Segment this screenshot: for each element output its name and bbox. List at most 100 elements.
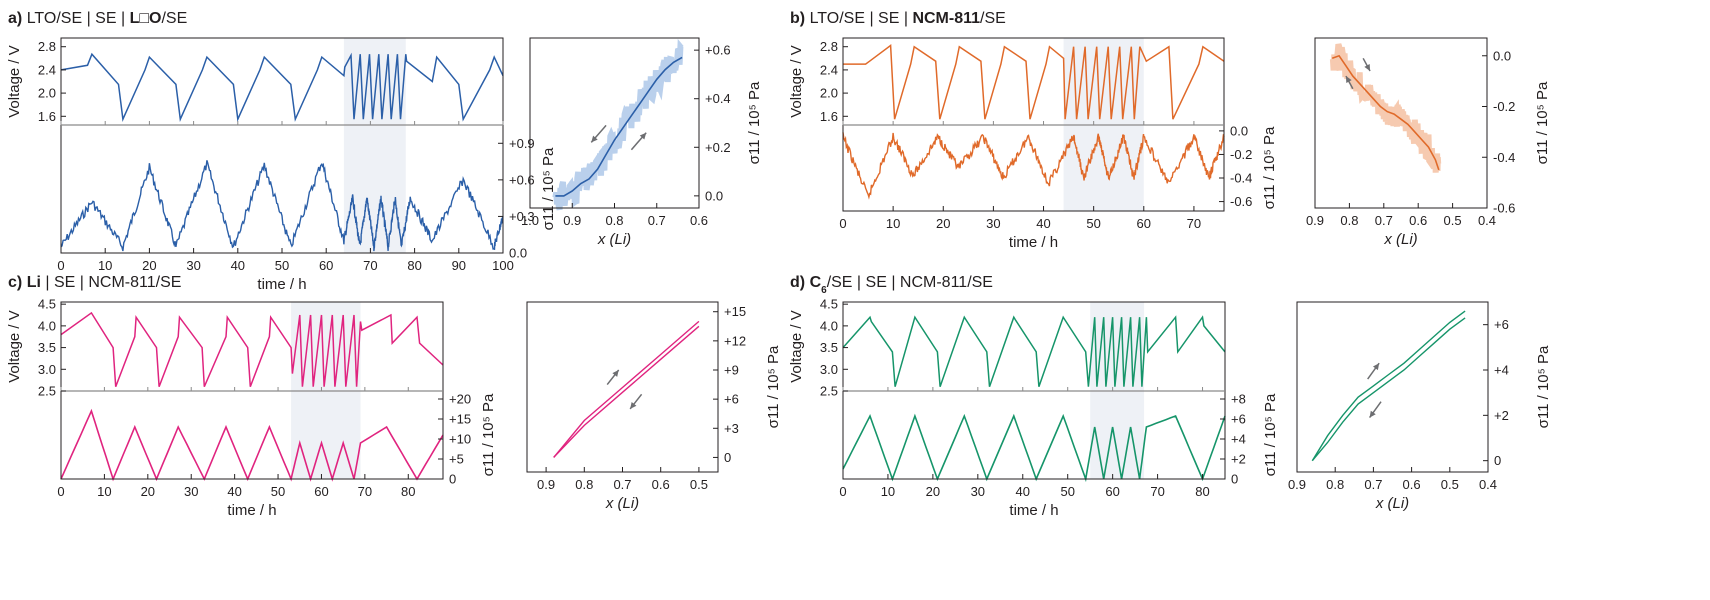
x-tick-label: 0.7 xyxy=(648,213,666,228)
y-tick-label: 4.5 xyxy=(820,297,838,312)
x-tick-label: 0.8 xyxy=(1326,477,1344,492)
y-tick-label: +20 xyxy=(449,392,471,407)
y-tick-label: -0.4 xyxy=(1493,150,1515,165)
x-tick-label: 80 xyxy=(407,258,421,273)
voltage-axis-label: Voltage / V xyxy=(6,310,23,383)
x-tick-label: 20 xyxy=(936,216,950,231)
voltage-series xyxy=(842,315,1226,387)
panel-letter: a) xyxy=(8,10,22,27)
y-tick-label: 1.6 xyxy=(38,109,56,124)
title-part: Li xyxy=(27,274,41,291)
scatter-mean-line xyxy=(555,56,683,197)
y-tick-label: +15 xyxy=(724,304,746,319)
panel-title: a) LTO/SE | SE | L□O/SE xyxy=(8,10,187,27)
x-tick-label: 0.6 xyxy=(652,477,670,492)
x-tick-label: 20 xyxy=(141,484,155,499)
scatter-y-label: σ11 / 10⁵ Pa xyxy=(1534,81,1551,164)
title-part: L xyxy=(130,10,140,27)
y-tick-label: 2.8 xyxy=(38,39,56,54)
x-tick-label: 0.4 xyxy=(1478,213,1496,228)
x-tick-label: 0.6 xyxy=(1403,477,1421,492)
x-tick-label: 50 xyxy=(271,484,285,499)
x-tick-label: 0.6 xyxy=(690,213,708,228)
x-tick-label: 80 xyxy=(401,484,415,499)
x-tick-label: 70 xyxy=(1150,484,1164,499)
y-tick-label: 0 xyxy=(1494,453,1501,468)
x-tick-label: 60 xyxy=(1105,484,1119,499)
stress-axis-label: σ11 / 10⁵ Pa xyxy=(1261,126,1278,209)
x-tick-label: 0.8 xyxy=(575,477,593,492)
y-tick-label: 4.0 xyxy=(38,318,56,333)
y-tick-label: +6 xyxy=(1494,317,1509,332)
stress-series xyxy=(842,132,1225,200)
panel-b: b) LTO/SE | SE | NCM-811/SE 0 10 20 30 40 50 60… xyxy=(788,10,1551,251)
voltage-series xyxy=(60,311,444,387)
x-axis-label: time / h xyxy=(257,276,306,293)
x-tick-label: 0.8 xyxy=(1340,213,1358,228)
voltage-axis-label: Voltage / V xyxy=(788,310,805,383)
scatter-band xyxy=(1329,43,1442,173)
x-tick-label: 10 xyxy=(881,484,895,499)
x-tick-label: 70 xyxy=(363,258,377,273)
x-tick-label: 10 xyxy=(886,216,900,231)
y-tick-label: 3.0 xyxy=(820,362,838,377)
x-tick-label: 0 xyxy=(57,484,64,499)
panel-letter: d) xyxy=(790,274,805,291)
y-tick-label: +9 xyxy=(724,363,739,378)
y-tick-label: 2.0 xyxy=(820,86,838,101)
arrow-head-icon xyxy=(630,402,637,409)
stress-axis-label: σ11 / 10⁵ Pa xyxy=(540,147,557,230)
arrow-head-icon xyxy=(1345,76,1352,84)
x-tick-label: 0.7 xyxy=(1375,213,1393,228)
scatter-y-label: σ11 / 10⁵ Pa xyxy=(746,81,763,164)
title-part: /SE xyxy=(161,10,187,27)
x-tick-label: 0 xyxy=(57,258,64,273)
title-part: /SE | SE | NCM-811/SE xyxy=(827,274,993,291)
panel-title: b) LTO/SE | SE | NCM-811/SE xyxy=(790,10,1006,27)
x-tick-label: 0.5 xyxy=(1444,213,1462,228)
title-part: LTO/SE | SE | xyxy=(27,10,130,27)
y-tick-label: 2.4 xyxy=(38,62,56,77)
panel-title: c) Li | SE | NCM-811/SE xyxy=(8,274,181,291)
stress-series xyxy=(60,160,504,252)
y-tick-label: 4.0 xyxy=(820,318,838,333)
x-tick-label: 0.7 xyxy=(613,477,631,492)
y-tick-label: 0 xyxy=(724,450,731,465)
x-tick-label: 20 xyxy=(926,484,940,499)
x-tick-label: 0.7 xyxy=(1364,477,1382,492)
arrow-head-icon xyxy=(1372,363,1380,371)
y-tick-label: 0.0 xyxy=(1493,48,1511,63)
scatter-x-label: x (Li) xyxy=(597,231,631,248)
stress-axis-label: σ11 / 10⁵ Pa xyxy=(1262,393,1279,476)
title-part: NCM-811 xyxy=(912,10,980,27)
y-tick-label: 3.5 xyxy=(820,340,838,355)
panel-letter: b) xyxy=(790,10,805,27)
arrow-head-icon xyxy=(612,370,619,377)
x-tick-label: 80 xyxy=(1195,484,1209,499)
y-tick-label: 2.0 xyxy=(38,86,56,101)
scatter-y-label: σ11 / 10⁵ Pa xyxy=(765,345,782,428)
x-tick-label: 60 xyxy=(319,258,333,273)
y-tick-label: 3.0 xyxy=(38,362,56,377)
scatter-charge-line xyxy=(553,320,700,458)
scatter-band xyxy=(552,38,684,211)
x-tick-label: 30 xyxy=(184,484,198,499)
title-part: | SE | NCM-811/SE xyxy=(41,274,182,291)
y-tick-label: +15 xyxy=(449,412,471,427)
x-tick-label: 30 xyxy=(971,484,985,499)
y-tick-label: +4 xyxy=(1231,432,1246,447)
y-tick-label: 2.5 xyxy=(38,384,56,399)
scatter-mean-line xyxy=(1331,54,1440,171)
y-tick-label: +10 xyxy=(449,432,471,447)
scatter-frame xyxy=(1296,301,1489,473)
y-tick-label: +4 xyxy=(1494,363,1509,378)
x-tick-label: 10 xyxy=(98,258,112,273)
scatter-frame xyxy=(1314,37,1488,209)
panel-c: c) Li | SE | NCM-811/SE 0 10 20 30 40 50 60 70 80… xyxy=(6,274,782,519)
x-tick-label: 0.9 xyxy=(1288,477,1306,492)
y-tick-label: 0.0 xyxy=(1230,123,1248,138)
stress-series xyxy=(842,413,1226,483)
voltage-series xyxy=(60,52,504,122)
x-tick-label: 50 xyxy=(275,258,289,273)
